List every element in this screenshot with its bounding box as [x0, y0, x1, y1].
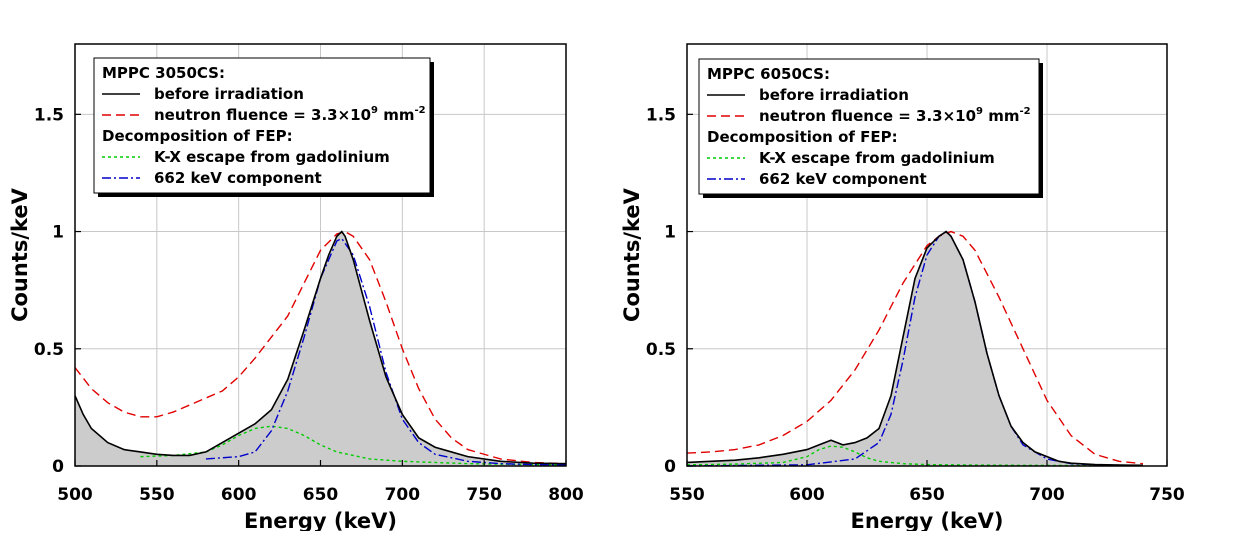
legend-box: [93, 57, 431, 194]
legend-title: MPPC 3050CS:: [102, 64, 225, 82]
y-tick-label: 1: [664, 223, 676, 243]
chart-panel-mppc-3050cs: 500 550 600 650 700 750 800 0 0.5 1 1.5 Energy (keV…: [8, 43, 584, 533]
x-tick-label: 800: [548, 485, 584, 505]
x-tick-label: 700: [1029, 485, 1065, 505]
x-tick-label: 600: [789, 485, 825, 505]
legend-text-part: 9: [371, 105, 378, 116]
legend-label-neutron-fluence: neutron fluence = 3.3×109 mm-2: [154, 105, 426, 124]
x-axis-label: Energy (keV): [244, 509, 397, 531]
x-tick-label: 700: [385, 485, 421, 505]
y-tick-label: 1.5: [646, 105, 676, 125]
legend-label-component-662kev: 662 keV component: [154, 169, 322, 187]
x-tick-label: 750: [1149, 485, 1185, 505]
y-axis-label: Counts/keV: [620, 187, 644, 322]
x-axis-label: Energy (keV): [850, 509, 1003, 531]
series-line-neutron-fluence: [686, 230, 1144, 465]
legend: MPPC 6050CS: before irradiation neutron fl…: [698, 58, 1043, 198]
legend-label-neutron-fluence: neutron fluence = 3.3×109 mm-2: [759, 106, 1031, 125]
x-tick-label: 650: [909, 485, 945, 505]
legend-label-before-irradiation: before irradiation: [154, 85, 304, 103]
legend: MPPC 3050CS: before irradiation neutron fl…: [93, 57, 434, 197]
legend-text-part: mm: [983, 107, 1019, 125]
legend-text-part: -2: [1020, 106, 1031, 117]
y-axis-label: Counts/keV: [8, 187, 32, 322]
legend-text-part: mm: [378, 106, 414, 124]
legend-text-part: -2: [415, 105, 426, 116]
y-tick-label: 0: [664, 457, 676, 477]
x-tick-label: 550: [669, 485, 705, 505]
x-tick-label: 600: [221, 485, 257, 505]
y-tick-label: 0.5: [646, 340, 676, 360]
chart-panel-mppc-6050cs: 550 600 650 700 750 0 0.5 1 1.5 Energy (keV) Count…: [620, 43, 1185, 533]
x-tick-label: 750: [466, 485, 502, 505]
legend-label-kx-escape: K-X escape from gadolinium: [759, 149, 995, 167]
x-tick-label: 500: [57, 485, 93, 505]
legend-box: [698, 58, 1040, 195]
fep-fill-area: [687, 231, 1143, 466]
legend-text-part: neutron fluence = 3.3×10: [759, 107, 976, 125]
legend-label-kx-escape: K-X escape from gadolinium: [154, 148, 390, 166]
legend-section-title: Decomposition of FEP:: [707, 128, 898, 146]
series-line-before-irradiation: [74, 230, 567, 465]
series-line-component-662kev: [205, 237, 567, 466]
legend-text-part: neutron fluence = 3.3×10: [154, 106, 371, 124]
x-tick-label: 550: [139, 485, 175, 505]
series-line-neutron-fluence: [74, 230, 567, 465]
legend-section-title: Decomposition of FEP:: [102, 127, 293, 145]
legend-label-before-irradiation: before irradiation: [759, 86, 909, 104]
series-line-before-irradiation: [686, 230, 1144, 467]
legend-label-component-662kev: 662 keV component: [759, 170, 927, 188]
y-tick-label: 1.5: [34, 105, 64, 125]
legend-title: MPPC 6050CS:: [707, 65, 830, 83]
y-tick-label: 0.5: [34, 340, 64, 360]
fep-fill-area: [75, 231, 566, 466]
legend-text-part: 9: [976, 106, 983, 117]
x-tick-label: 650: [303, 485, 339, 505]
series-line-kx-escape: [140, 425, 567, 466]
y-tick-label: 1: [52, 223, 64, 243]
y-tick-label: 0: [52, 457, 64, 477]
